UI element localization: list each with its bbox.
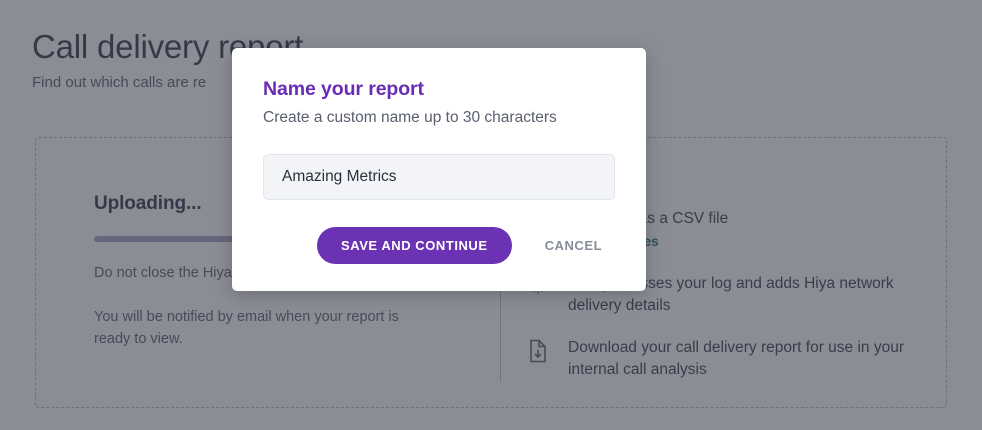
modal-actions: SAVE AND CONTINUE CANCEL	[263, 227, 615, 264]
cancel-button[interactable]: CANCEL	[544, 238, 603, 253]
name-report-modal: Name your report Create a custom name up…	[232, 48, 646, 291]
modal-title: Name your report	[263, 78, 424, 100]
modal-subtitle: Create a custom name up to 30 characters	[263, 109, 557, 126]
report-name-input[interactable]	[263, 154, 615, 200]
save-and-continue-button[interactable]: SAVE AND CONTINUE	[317, 227, 512, 264]
